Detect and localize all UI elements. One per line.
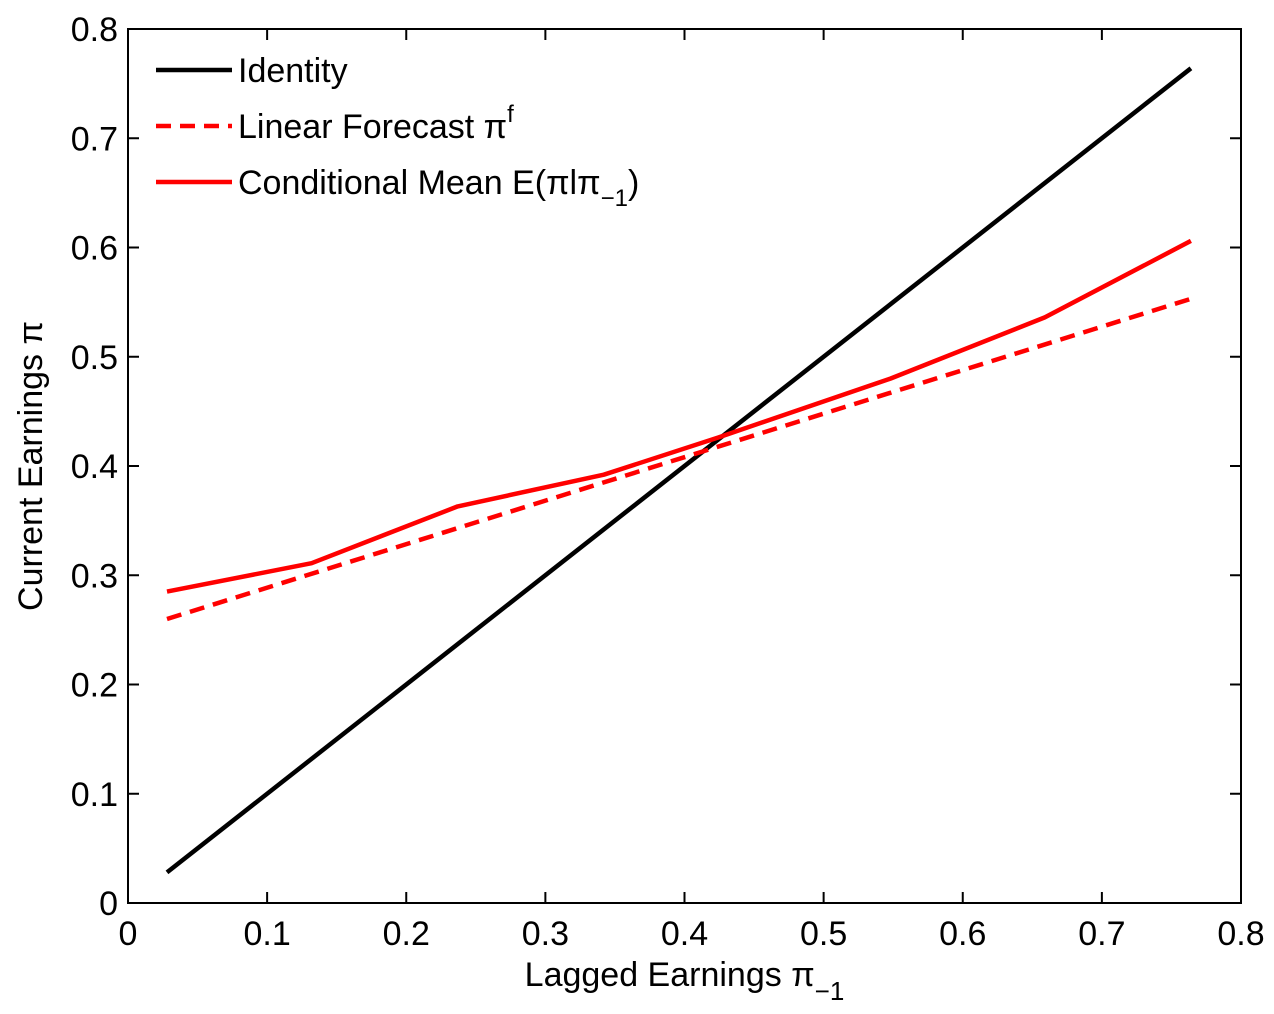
x-tick-label: 0.3 <box>522 915 569 953</box>
legend: Identity Linear Forecast πf Conditional … <box>156 52 639 212</box>
series-line-linear-forecast <box>166 296 1192 622</box>
legend-linear-forecast-text: Linear Forecast <box>238 108 484 146</box>
y-tick-label: 0.1 <box>71 776 118 814</box>
y-tick-labels: 0 0.1 0.2 0.3 0.4 0.5 0.6 0.7 0.8 <box>71 11 118 923</box>
y-tick-label: 0.2 <box>71 667 118 705</box>
axis-ticks <box>127 28 1242 904</box>
x-tick-label: 0.6 <box>939 915 986 953</box>
x-axis-label-symbol: π <box>791 956 814 994</box>
y-axis-label-main: Current Earnings <box>12 345 50 611</box>
legend-linear-forecast-superscript: f <box>507 101 514 128</box>
legend-linear-forecast-symbol: π <box>484 108 507 146</box>
x-axis-label-main: Lagged Earnings <box>525 956 792 994</box>
x-tick-label: 0 <box>119 915 138 953</box>
legend-conditional-mean-text: Conditional Mean E( <box>238 164 547 202</box>
y-axis-label-symbol: π <box>12 321 50 344</box>
y-tick-label: 0.5 <box>71 339 118 377</box>
series-lines <box>165 66 1193 875</box>
legend-label-linear-forecast: Linear Forecast πf <box>238 101 514 146</box>
x-axis-label: Lagged Earnings π−1 <box>525 956 845 1006</box>
legend-label-conditional-mean: Conditional Mean E(πlπ−1) <box>238 164 639 212</box>
y-tick-label: 0.7 <box>71 120 118 158</box>
legend-identity-text: Identity <box>238 52 348 90</box>
x-tick-label: 0.7 <box>1078 915 1125 953</box>
x-tick-labels: 0 0.1 0.2 0.3 0.4 0.5 0.6 0.7 0.8 <box>119 915 1265 953</box>
y-tick-label: 0.4 <box>71 448 118 486</box>
y-axis-label: Current Earnings π <box>12 321 50 611</box>
x-tick-label: 0.8 <box>1217 915 1264 953</box>
legend-conditional-mean-bar: l <box>570 164 578 202</box>
y-tick-label: 0.6 <box>71 230 118 268</box>
x-tick-label: 0.4 <box>661 915 708 953</box>
legend-conditional-mean-symbol: π <box>546 164 569 202</box>
legend-conditional-mean-close: ) <box>628 164 639 202</box>
y-tick-label: 0 <box>99 885 118 923</box>
x-tick-label: 0.2 <box>383 915 430 953</box>
y-tick-label: 0.8 <box>71 11 118 49</box>
x-tick-label: 0.1 <box>243 915 290 953</box>
series-line-identity <box>165 66 1193 875</box>
legend-label-identity: Identity <box>238 52 348 90</box>
x-axis-label-subscript: −1 <box>815 976 845 1006</box>
legend-conditional-mean-symbol2: π <box>577 164 600 202</box>
x-tick-label: 0.5 <box>800 915 847 953</box>
y-tick-label: 0.3 <box>71 557 118 595</box>
series-line-conditional-mean <box>166 238 1192 594</box>
legend-conditional-mean-subscript: −1 <box>601 185 628 212</box>
